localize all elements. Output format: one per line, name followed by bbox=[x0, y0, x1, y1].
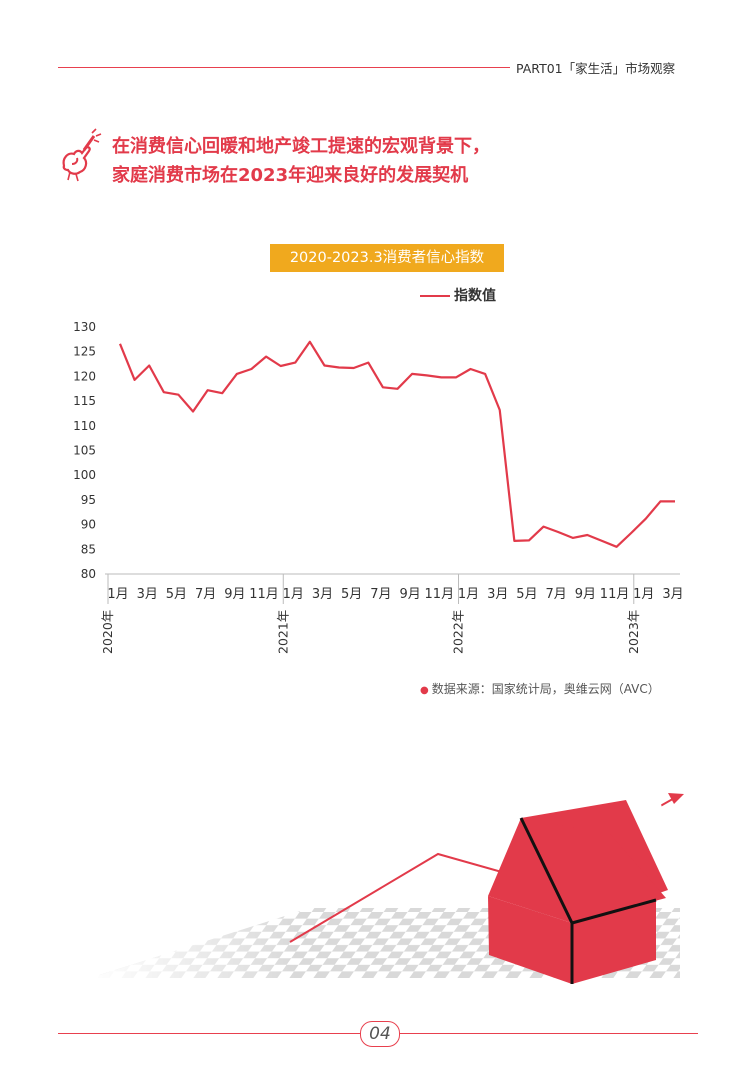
y-tick-label: 80 bbox=[81, 567, 96, 581]
x-tick-label: 9月 bbox=[575, 587, 596, 602]
y-tick-label: 90 bbox=[81, 518, 96, 532]
consumer-confidence-line-chart: 130 125 120 115 110 105 100 95 90 85 80 1月 3月 5月 7月 9月 1… bbox=[73, 320, 684, 654]
series-line-index bbox=[118, 340, 675, 548]
chart-title: 2020-2023.3消费者信心指数 bbox=[270, 244, 504, 272]
x-tick-label: 1月 bbox=[107, 587, 128, 602]
y-tick-label: 85 bbox=[81, 542, 96, 556]
y-tick-label: 120 bbox=[73, 369, 96, 383]
section-title-line1: 在消费信心回暖和地产竣工提速的宏观背景下， bbox=[112, 136, 490, 157]
x-tick-label: 3月 bbox=[662, 587, 683, 602]
year-label: 2022年 bbox=[451, 610, 466, 654]
x-tick-label: 5月 bbox=[341, 587, 362, 602]
y-tick-label: 115 bbox=[73, 394, 96, 408]
x-tick-label: 7月 bbox=[195, 587, 216, 602]
section-title-line2: 家庭消费市场在2023年迎来良好的发展契机 bbox=[112, 165, 469, 186]
year-label: 2023年 bbox=[626, 610, 641, 654]
header-divider-line bbox=[58, 67, 510, 68]
x-tick-label: 1月 bbox=[633, 587, 654, 602]
y-tick-label: 125 bbox=[73, 345, 96, 359]
hand-brush-icon bbox=[62, 128, 102, 182]
y-tick-label: 105 bbox=[73, 444, 96, 458]
legend-label: 指数值 bbox=[454, 288, 496, 304]
x-tick-label: 7月 bbox=[546, 587, 567, 602]
footer-divider-left bbox=[58, 1033, 360, 1034]
page-number: 04 bbox=[360, 1021, 400, 1047]
growth-arrow-head bbox=[668, 793, 684, 804]
header-section-label: PART01「家生活」市场观察 bbox=[516, 61, 676, 76]
section-title: 在消费信心回暖和地产竣工提速的宏观背景下， 家庭消费市场在2023年迎来良好的发… bbox=[112, 132, 490, 190]
y-tick-label: 95 bbox=[81, 493, 96, 507]
source-bullet-icon: ● bbox=[420, 685, 429, 696]
x-tick-label: 1月 bbox=[458, 587, 479, 602]
legend-line-swatch bbox=[420, 295, 450, 297]
x-tick-label: 5月 bbox=[166, 587, 187, 602]
y-tick-label: 100 bbox=[73, 468, 96, 482]
x-tick-label: 3月 bbox=[137, 587, 158, 602]
y-tick-label: 110 bbox=[73, 419, 96, 433]
x-tick-label: 9月 bbox=[399, 587, 420, 602]
year-label: 2020年 bbox=[100, 610, 115, 654]
x-tick-label: 5月 bbox=[516, 587, 537, 602]
x-tick-label: 3月 bbox=[312, 587, 333, 602]
year-label: 2021年 bbox=[275, 610, 290, 654]
x-tick-label: 11月 bbox=[600, 587, 630, 602]
data-source-note: ● 数据来源：国家统计局，奥维云网（AVC） bbox=[420, 680, 660, 697]
x-tick-label: 3月 bbox=[487, 587, 508, 602]
x-tick-label: 7月 bbox=[370, 587, 391, 602]
red-house-icon bbox=[488, 794, 688, 984]
footer-divider-right bbox=[398, 1033, 698, 1034]
y-tick-label: 130 bbox=[73, 320, 96, 334]
x-tick-label: 1月 bbox=[283, 587, 304, 602]
x-tick-label: 9月 bbox=[224, 587, 245, 602]
house-growth-illustration bbox=[90, 793, 688, 984]
x-tick-label: 11月 bbox=[425, 587, 455, 602]
data-source-text: 数据来源：国家统计局，奥维云网（AVC） bbox=[431, 682, 660, 696]
x-tick-label: 11月 bbox=[249, 587, 279, 602]
